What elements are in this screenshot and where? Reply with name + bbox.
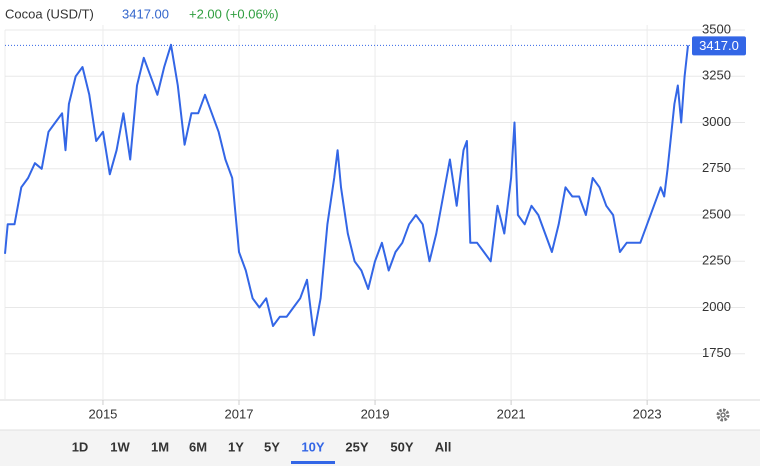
y-tick-label: 2250 <box>702 253 731 268</box>
y-tick-label: 2750 <box>702 160 731 175</box>
y-tick-label: 3500 <box>702 21 731 36</box>
range-button-label: 5Y <box>264 439 280 454</box>
range-button[interactable]: 25Y <box>345 439 368 454</box>
range-button[interactable]: 1D <box>72 439 89 454</box>
range-button-label: 1W <box>110 439 130 454</box>
title: Cocoa (USD/T) <box>5 6 94 21</box>
range-button[interactable]: 1Y <box>228 439 244 454</box>
range-button[interactable]: All <box>435 439 452 454</box>
y-tick-label: 1750 <box>702 345 731 360</box>
x-tick-label: 2019 <box>361 406 390 421</box>
range-button-label: 1D <box>72 439 89 454</box>
range-bar <box>0 430 760 466</box>
change: +2.00 (+0.06%) <box>189 6 279 21</box>
x-tick-label: 2015 <box>88 406 117 421</box>
settings-icon[interactable] <box>716 408 730 422</box>
range-button[interactable]: 10Y <box>291 439 335 464</box>
range-button[interactable]: 1M <box>151 439 169 454</box>
y-tick-label: 2000 <box>702 299 731 314</box>
range-button-label: 1Y <box>228 439 244 454</box>
range-button[interactable]: 6M <box>189 439 207 454</box>
range-button[interactable]: 5Y <box>264 439 280 454</box>
range-button-label: 25Y <box>345 439 368 454</box>
range-button[interactable]: 50Y <box>390 439 413 454</box>
x-tick-label: 2023 <box>633 406 662 421</box>
last-price-label: 3417.0 <box>699 38 739 53</box>
range-button-label: All <box>435 439 452 454</box>
gear-teeth <box>716 408 730 422</box>
y-tick-label: 3000 <box>702 114 731 129</box>
price-line <box>4 43 689 337</box>
range-button-label: 10Y <box>301 439 324 454</box>
range-button-label: 50Y <box>390 439 413 454</box>
range-button[interactable]: 1W <box>110 439 130 454</box>
x-tick-label: 2017 <box>225 406 254 421</box>
last-price-box <box>692 36 746 56</box>
x-tick-label: 2021 <box>497 406 526 421</box>
range-button-label: 6M <box>189 439 207 454</box>
price: 3417.00 <box>122 6 169 21</box>
y-tick-label: 3250 <box>702 68 731 83</box>
gear-hub <box>720 412 726 418</box>
range-button-label: 1M <box>151 439 169 454</box>
y-tick-label: 2500 <box>702 206 731 221</box>
range-active-underline <box>291 461 335 464</box>
